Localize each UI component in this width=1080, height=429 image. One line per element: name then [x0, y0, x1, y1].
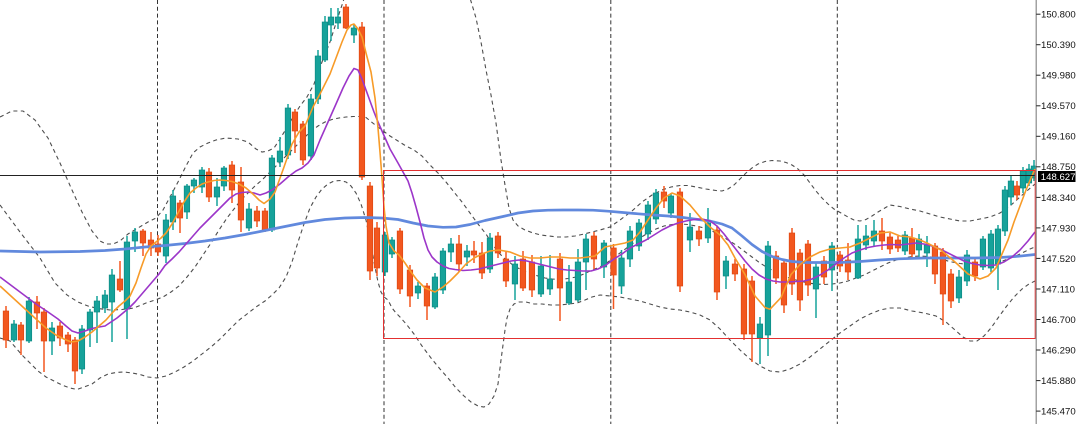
svg-text:148.750: 148.750 — [1041, 162, 1076, 173]
svg-text:147.110: 147.110 — [1041, 284, 1075, 295]
svg-text:149.160: 149.160 — [1041, 132, 1076, 143]
svg-text:148.340: 148.340 — [1041, 193, 1076, 204]
svg-text:145.470: 145.470 — [1041, 407, 1076, 418]
svg-text:146.290: 146.290 — [1041, 345, 1076, 356]
svg-text:149.980: 149.980 — [1041, 71, 1076, 82]
svg-text:146.700: 146.700 — [1041, 315, 1076, 326]
svg-text:150.390: 150.390 — [1041, 40, 1076, 51]
svg-text:147.520: 147.520 — [1041, 254, 1076, 265]
svg-text:149.570: 149.570 — [1041, 101, 1076, 112]
svg-text:147.930: 147.930 — [1041, 223, 1076, 234]
svg-text:150.800: 150.800 — [1041, 10, 1076, 21]
svg-text:148.627: 148.627 — [1041, 172, 1076, 183]
svg-text:145.880: 145.880 — [1041, 376, 1076, 387]
